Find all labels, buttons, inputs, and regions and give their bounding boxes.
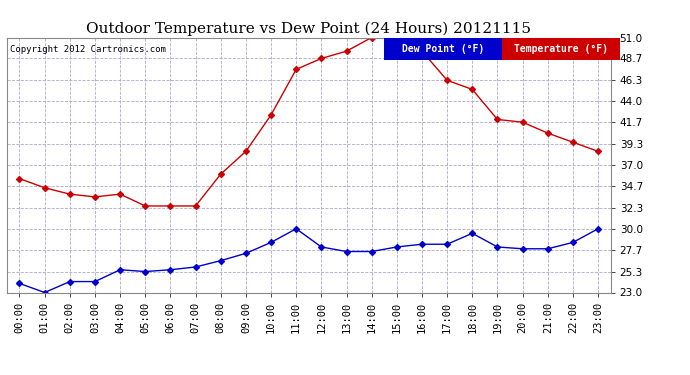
Text: Dew Point (°F): Dew Point (°F) [402,44,484,54]
Text: Temperature (°F): Temperature (°F) [514,44,608,54]
Text: Copyright 2012 Cartronics.com: Copyright 2012 Cartronics.com [10,45,166,54]
FancyBboxPatch shape [502,38,620,60]
FancyBboxPatch shape [384,38,502,60]
Title: Outdoor Temperature vs Dew Point (24 Hours) 20121115: Outdoor Temperature vs Dew Point (24 Hou… [86,22,531,36]
